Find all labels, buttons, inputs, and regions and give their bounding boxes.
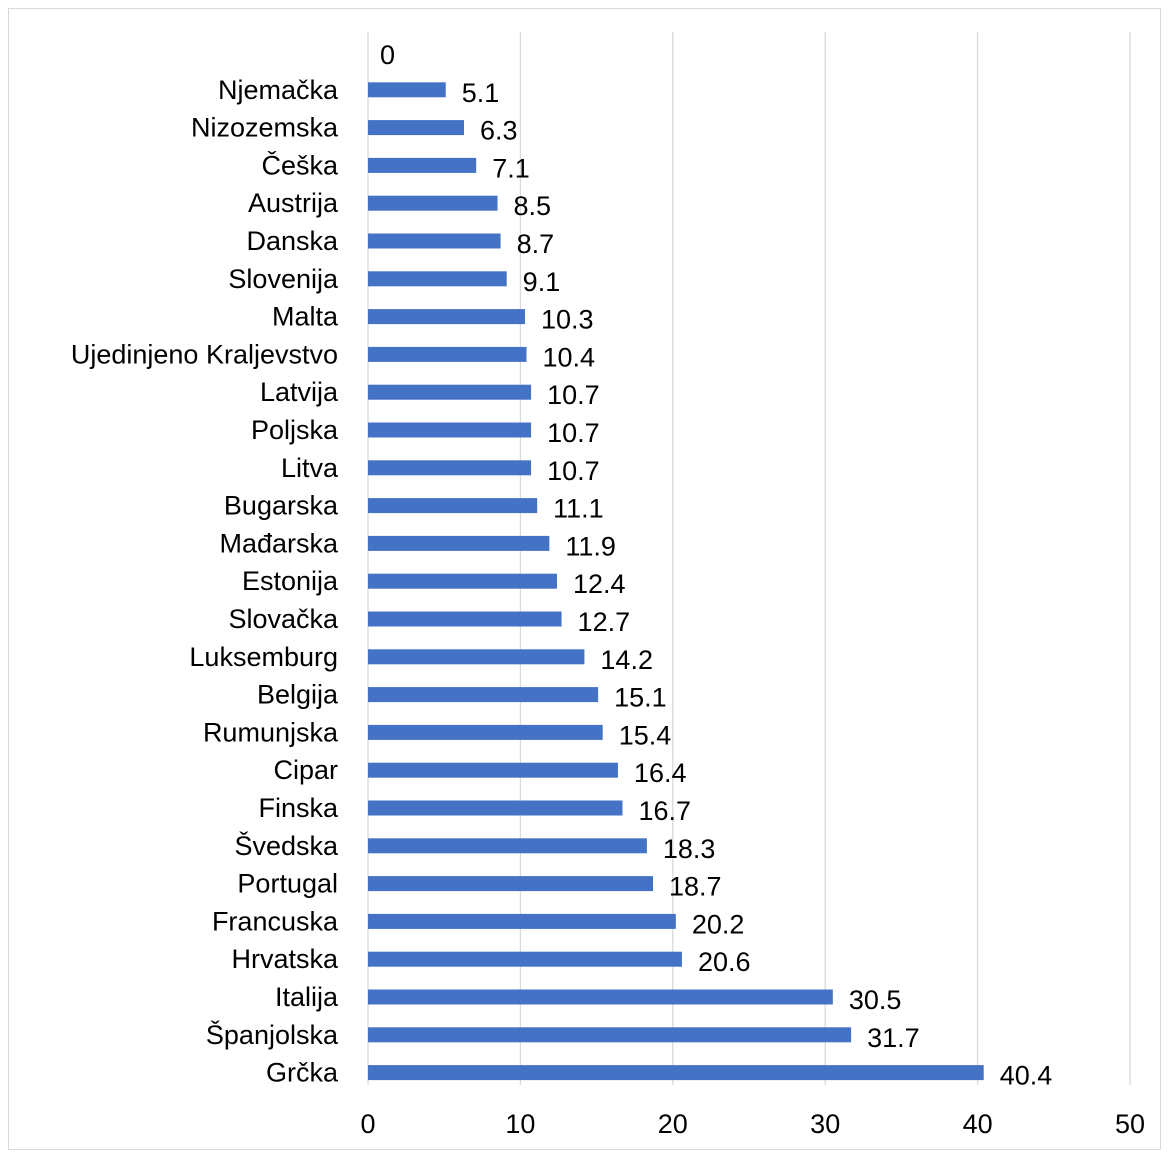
bar (368, 233, 501, 249)
bar (368, 346, 527, 362)
bar (368, 157, 477, 173)
bar (368, 649, 585, 665)
value-label: 10.3 (541, 305, 594, 335)
category-label: Češka (261, 149, 339, 180)
bar (368, 989, 833, 1005)
category-label: Rumunjska (203, 717, 339, 747)
x-tick-label: 30 (810, 1109, 840, 1139)
category-label: Španjolska (206, 1019, 339, 1050)
bar (368, 82, 446, 98)
category-label: Malta (272, 302, 339, 332)
category-label: Mađarska (219, 528, 339, 558)
bar (368, 535, 550, 551)
bar (368, 120, 465, 136)
bar (368, 309, 525, 325)
value-label: 7.1 (492, 153, 530, 183)
category-label: Hrvatska (231, 944, 339, 974)
value-label: 10.7 (547, 380, 600, 410)
value-label: 14.2 (600, 645, 653, 675)
value-label: 20.6 (698, 947, 751, 977)
bar (368, 951, 682, 967)
category-label: Švedska (234, 830, 339, 861)
bar (368, 271, 507, 287)
bar (368, 913, 676, 929)
category-label: Luksemburg (189, 642, 338, 672)
category-label: Litva (281, 453, 339, 483)
category-label: Portugal (237, 869, 338, 899)
category-label: Francuska (212, 906, 339, 936)
value-label: 16.4 (634, 758, 687, 788)
bar (368, 422, 532, 438)
x-tick-label: 20 (658, 1109, 688, 1139)
category-label: Italija (275, 982, 339, 1012)
x-axis-tick-labels: 0 10 20 30 40 50 (360, 1109, 1145, 1139)
value-label: 8.5 (514, 191, 552, 221)
value-label: 20.2 (692, 909, 745, 939)
category-label: Slovenija (228, 264, 339, 294)
category-label: Poljska (251, 415, 339, 445)
value-label: 18.3 (663, 834, 716, 864)
value-label: 15.4 (619, 720, 672, 750)
value-label: 10.7 (547, 418, 600, 448)
bar (368, 687, 599, 703)
category-label: Danska (246, 226, 339, 256)
category-labels: Njemačka Nizozemska Češka Austrija Danska Slo… (71, 75, 339, 1088)
category-label: Njemačka (218, 75, 339, 105)
value-label: 30.5 (849, 985, 902, 1015)
bar (368, 384, 532, 400)
value-label: 16.7 (639, 796, 692, 826)
x-tick-label: 0 (360, 1109, 375, 1139)
value-label: 12.4 (573, 569, 626, 599)
bar (368, 762, 618, 778)
bars (368, 82, 984, 1081)
value-label: 8.7 (517, 229, 555, 259)
value-label: 12.7 (578, 607, 631, 637)
value-label: 10.4 (542, 342, 595, 372)
value-label: 5.1 (462, 78, 500, 108)
bar (368, 1065, 984, 1081)
category-label: Estonija (242, 566, 339, 596)
value-label: 0 (380, 40, 395, 70)
value-label: 9.1 (523, 267, 561, 297)
category-label: Slovačka (228, 604, 339, 634)
bar (368, 460, 532, 476)
bar (368, 195, 498, 211)
category-label: Cipar (273, 755, 338, 785)
x-tick-label: 40 (963, 1109, 993, 1139)
value-label: 10.7 (547, 456, 600, 486)
value-label: 11.9 (565, 531, 616, 561)
category-label: Latvija (260, 377, 339, 407)
category-label: Bugarska (224, 491, 339, 521)
category-label: Finska (258, 793, 339, 823)
bar (368, 838, 647, 854)
category-label: Belgija (257, 680, 339, 710)
value-labels: 0 5.1 6.3 7.1 8.5 8.7 9.1 10.3 10.4 10.7 10.7 10.7 1… (380, 40, 1052, 1091)
category-label: Nizozemska (191, 113, 339, 143)
category-label: Ujedinjeno Kraljevstvo (71, 339, 338, 369)
bar (368, 1027, 852, 1043)
bar (368, 876, 653, 892)
value-label: 31.7 (867, 1023, 920, 1053)
category-label: Grčka (266, 1058, 339, 1088)
value-label: 18.7 (669, 872, 722, 902)
bar (368, 611, 562, 627)
value-label: 6.3 (480, 116, 518, 146)
bar (368, 573, 557, 589)
x-tick-label: 10 (505, 1109, 535, 1139)
value-label: 15.1 (614, 683, 667, 713)
bar (368, 800, 623, 816)
x-tick-label: 50 (1115, 1109, 1145, 1139)
bar (368, 724, 603, 740)
value-label: 11.1 (553, 494, 604, 524)
bar (368, 498, 538, 514)
value-label: 40.4 (1000, 1061, 1053, 1091)
category-label: Austrija (248, 188, 339, 218)
